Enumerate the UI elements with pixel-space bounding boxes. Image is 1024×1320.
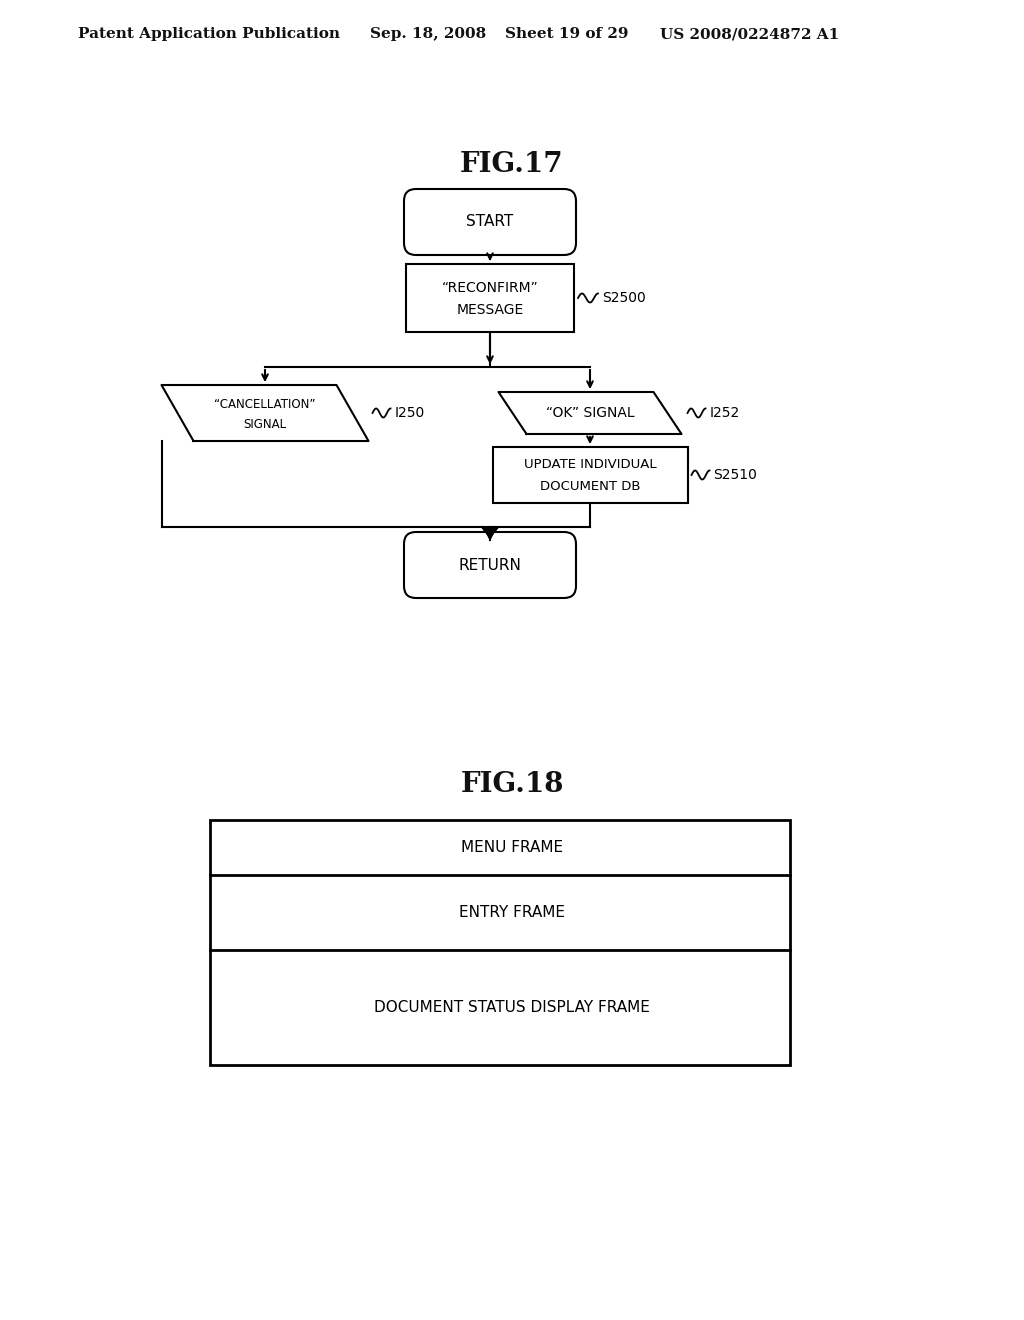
Text: Patent Application Publication: Patent Application Publication [78, 26, 340, 41]
Text: I250: I250 [394, 407, 425, 420]
Text: FIG.17: FIG.17 [460, 152, 564, 178]
Text: DOCUMENT STATUS DISPLAY FRAME: DOCUMENT STATUS DISPLAY FRAME [374, 1001, 650, 1015]
Text: I252: I252 [710, 407, 739, 420]
Text: RETURN: RETURN [459, 557, 521, 573]
Text: Sheet 19 of 29: Sheet 19 of 29 [505, 26, 629, 41]
Text: S2500: S2500 [602, 290, 646, 305]
Polygon shape [482, 527, 498, 537]
Text: ENTRY FRAME: ENTRY FRAME [459, 906, 565, 920]
Text: UPDATE INDIVIDUAL: UPDATE INDIVIDUAL [523, 458, 656, 471]
Text: “CANCELLATION”: “CANCELLATION” [214, 397, 315, 411]
FancyBboxPatch shape [404, 189, 575, 255]
Text: “RECONFIRM”: “RECONFIRM” [441, 281, 539, 294]
Text: MENU FRAME: MENU FRAME [461, 840, 563, 855]
Polygon shape [499, 392, 682, 434]
Text: SIGNAL: SIGNAL [244, 417, 287, 430]
Text: US 2008/0224872 A1: US 2008/0224872 A1 [660, 26, 840, 41]
Text: S2510: S2510 [714, 469, 758, 482]
Text: Sep. 18, 2008: Sep. 18, 2008 [370, 26, 486, 41]
Text: DOCUMENT DB: DOCUMENT DB [540, 480, 640, 494]
Bar [493, 447, 687, 503]
Text: START: START [466, 214, 514, 230]
Polygon shape [162, 385, 369, 441]
Text: MESSAGE: MESSAGE [457, 304, 523, 317]
FancyBboxPatch shape [404, 532, 575, 598]
Bar [210, 820, 790, 1065]
Text: FIG.18: FIG.18 [460, 771, 564, 799]
Bar [406, 264, 574, 333]
Text: “OK” SIGNAL: “OK” SIGNAL [546, 407, 634, 420]
